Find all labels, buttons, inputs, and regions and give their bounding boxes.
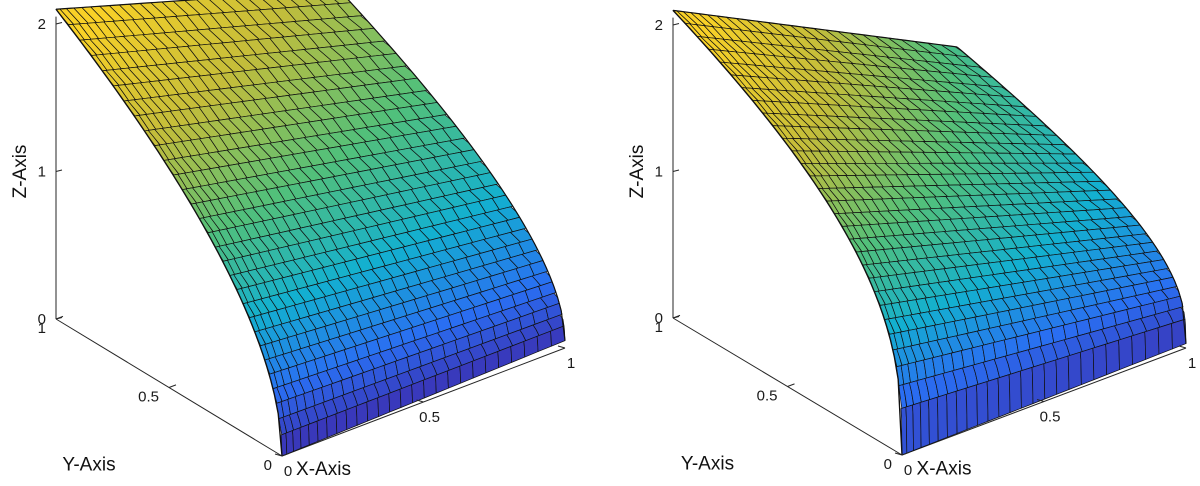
surface-cell: [919, 399, 930, 448]
surface-cell: [1020, 367, 1034, 409]
y-tick-label: 0.5: [138, 389, 159, 406]
surface-cell: [936, 393, 948, 442]
surface-cell: [335, 409, 348, 434]
surface-cell: [928, 396, 939, 445]
surface-cell: [325, 413, 338, 438]
surface-cell: [1131, 331, 1147, 365]
surface-cell: [976, 381, 989, 426]
y-tick-mark: [281, 452, 290, 457]
right-plot-panel: 0 1 2 0 0.5 1 0 0.5 1 Z-Axis Y-Axis X-Axis: [600, 0, 1200, 486]
surface-cell: [1067, 351, 1082, 390]
surface-mesh: [55, 0, 566, 457]
axis-labels: Z-Axis Y-Axis X-Axis: [627, 145, 971, 480]
x-tick-mark: [894, 452, 903, 456]
surface-cell: [997, 374, 1011, 418]
surface-cell: [307, 420, 319, 446]
x-tick-label: 0: [904, 462, 912, 479]
surface-cell: [399, 384, 413, 408]
y-axis-label: Y-Axis: [62, 455, 115, 476]
axis-labels: Z-Axis Y-Axis X-Axis: [10, 145, 351, 480]
x-tick-label: 0: [284, 463, 292, 480]
x-tick-mark: [1036, 399, 1045, 402]
y-tick-mark: [55, 315, 64, 320]
y-tick-label: 1: [655, 319, 663, 336]
surface-edge-left: [672, 9, 903, 456]
z-tick-label: 2: [38, 16, 46, 33]
surface-cell: [366, 397, 379, 422]
y-tick-label: 0: [264, 457, 272, 474]
z-tick-mark: [672, 169, 680, 172]
y-tick-label: 1: [38, 320, 46, 337]
surface-cell: [1157, 323, 1173, 355]
y-tick-mark: [168, 384, 177, 388]
surface-edge-right: [956, 46, 1187, 344]
surface-edge-back: [672, 9, 958, 48]
x-tick-mark: [1178, 345, 1187, 349]
z-tick-mark: [55, 169, 63, 172]
y-tick-mark: [901, 451, 910, 456]
surface-cell: [355, 401, 369, 426]
y-tick-mark: [787, 383, 795, 387]
surface-cell: [1144, 327, 1160, 360]
z-tick-mark: [672, 23, 680, 26]
x-tick-label: 0.5: [1040, 409, 1061, 426]
surface-cell: [1055, 355, 1070, 395]
surface-cell: [965, 384, 978, 430]
x-tick-label: 0.5: [419, 409, 440, 426]
surface-cell: [1080, 347, 1095, 385]
surface-cell: [1031, 363, 1046, 404]
surface-cell: [345, 405, 358, 430]
y-axis-label: Y-Axis: [681, 454, 734, 475]
y-tick-label: 0: [884, 456, 892, 473]
surface-cell: [285, 430, 294, 455]
surface-cell: [316, 417, 328, 442]
x-tick-label: 1: [1188, 355, 1196, 372]
surface-cell: [377, 393, 391, 417]
surface-cell: [905, 404, 914, 454]
y-tick-label: 0.5: [757, 388, 778, 405]
surface-cell: [1092, 343, 1107, 381]
surface-cell: [299, 424, 310, 449]
surface-cell: [955, 387, 968, 434]
z-tick-mark: [55, 22, 63, 25]
surface-cell: [292, 427, 302, 452]
surface-cell: [1118, 335, 1133, 371]
z-axis-label: Z-Axis: [627, 145, 648, 199]
surface-cell: [1008, 370, 1022, 413]
surface-cell: [1105, 339, 1120, 376]
surface-cell: [986, 377, 1000, 422]
surface-cell: [1043, 359, 1058, 400]
z-tick-label: 0: [38, 311, 46, 328]
surface-edge-right: [347, 0, 566, 341]
surface-cell: [946, 390, 958, 438]
y-tick-mark: [672, 314, 681, 319]
x-axis-label: X-Axis: [917, 459, 972, 480]
x-tick-label: 1: [567, 355, 575, 372]
surface-edge-back: [55, 0, 199, 10]
surface-cell: [912, 402, 922, 451]
z-tick-label: 1: [38, 164, 46, 181]
x-tick-mark: [557, 345, 566, 349]
surface-cell: [388, 388, 402, 413]
x-tick-mark: [416, 399, 424, 403]
x-axis-label: X-Axis: [296, 459, 351, 480]
x-tick-mark: [274, 453, 283, 457]
surface-mesh: [672, 9, 1187, 456]
left-plot-panel: 0 1 2 0 0.5 1 0 0.5 1 Z-Axis Y-Axis X-Axis: [10, 0, 576, 480]
z-tick-label: 1: [655, 164, 663, 181]
z-axis-label: Z-Axis: [10, 145, 31, 199]
z-tick-label: 2: [655, 17, 663, 34]
z-tick-label: 0: [655, 310, 663, 327]
surface-edge-left: [55, 8, 283, 457]
